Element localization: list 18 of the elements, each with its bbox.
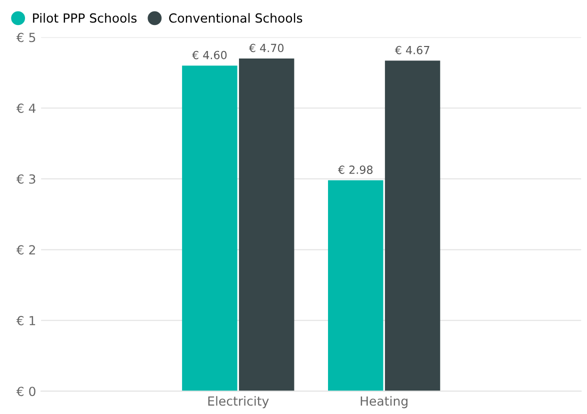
data-label: € 4.67 [394, 46, 430, 54]
x-tick-label: Heating [360, 396, 408, 408]
bar [182, 66, 238, 392]
y-tick-label: € 5 [16, 32, 36, 42]
y-tick-label: € 3 [16, 174, 36, 184]
y-tick-label: € 1 [16, 316, 36, 326]
data-label: € 4.70 [248, 44, 284, 52]
bar [384, 60, 440, 392]
data-label: € 4.60 [192, 50, 227, 60]
legend-label: Pilot PPP Schools [33, 13, 137, 23]
y-tick-label: € 2 [16, 245, 35, 255]
bar [238, 58, 294, 392]
data-label: € 2.98 [338, 166, 373, 174]
bar [328, 180, 384, 392]
x-tick-label: Electricity [208, 396, 269, 408]
legend-label: Conventional Schools [169, 13, 302, 23]
y-tick-label: € 4 [16, 104, 36, 113]
y-tick-label: € 0 [16, 386, 36, 396]
